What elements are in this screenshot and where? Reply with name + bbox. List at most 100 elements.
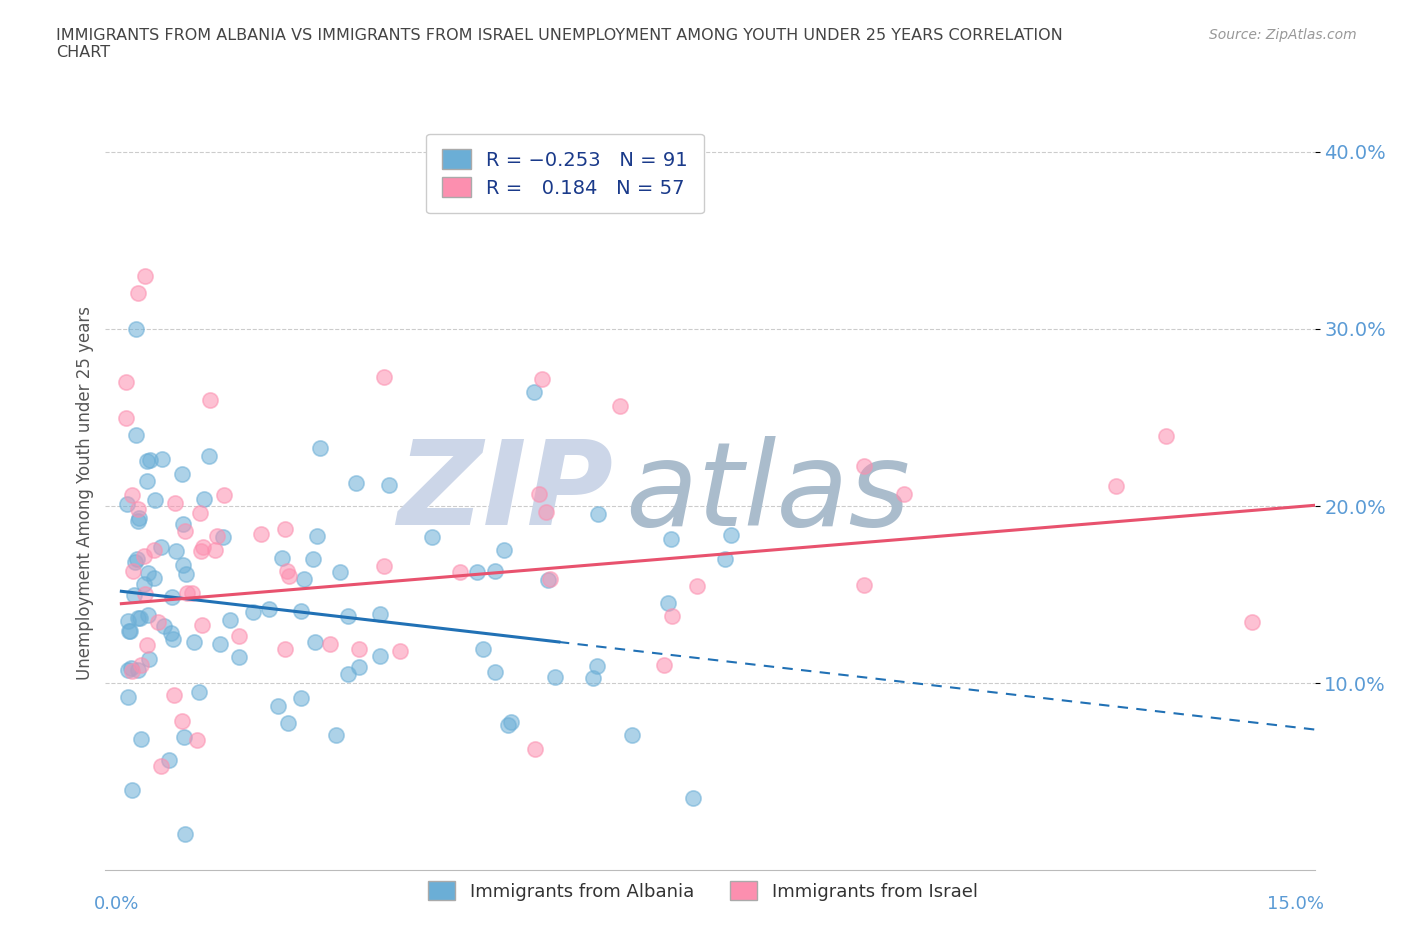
Point — [527, 486, 550, 501]
Point — [373, 558, 395, 573]
Point — [893, 487, 915, 502]
Point — [228, 629, 250, 644]
Point — [377, 478, 399, 493]
Point — [538, 571, 561, 586]
Point — [183, 634, 205, 649]
Text: IMMIGRANTS FROM ALBANIA VS IMMIGRANTS FROM ISRAEL UNEMPLOYMENT AMONG YOUTH UNDER: IMMIGRANTS FROM ALBANIA VS IMMIGRANTS FR… — [56, 28, 1063, 60]
Point — [127, 663, 149, 678]
Point — [172, 516, 194, 531]
Point — [117, 613, 139, 628]
Point — [274, 642, 297, 657]
Point — [544, 670, 567, 684]
Point — [173, 827, 195, 842]
Point — [139, 452, 162, 467]
Point — [585, 659, 607, 674]
Point — [129, 658, 152, 673]
Point — [652, 658, 675, 672]
Text: 15.0%: 15.0% — [1267, 895, 1324, 913]
Point — [1105, 478, 1128, 493]
Point — [198, 392, 221, 407]
Point — [150, 759, 173, 774]
Point — [153, 619, 176, 634]
Point — [484, 665, 506, 680]
Point — [304, 634, 326, 649]
Point — [157, 752, 180, 767]
Point — [501, 715, 523, 730]
Point — [138, 651, 160, 666]
Point — [496, 718, 519, 733]
Point — [465, 565, 488, 579]
Point — [609, 399, 631, 414]
Point — [209, 636, 232, 651]
Point — [127, 611, 149, 626]
Point — [176, 585, 198, 600]
Legend: Immigrants from Albania, Immigrants from Israel: Immigrants from Albania, Immigrants from… — [419, 872, 987, 910]
Point — [181, 585, 204, 600]
Point — [160, 590, 183, 604]
Point — [301, 551, 323, 566]
Point — [853, 458, 876, 473]
Point — [136, 453, 159, 468]
Point — [659, 531, 682, 546]
Point — [661, 609, 683, 624]
Point — [128, 511, 150, 525]
Legend: R = −0.253   N = 91, R =  0.184   N = 57: R = −0.253 N = 91, R = 0.184 N = 57 — [426, 134, 703, 214]
Point — [852, 578, 875, 592]
Y-axis label: Unemployment Among Youth under 25 years: Unemployment Among Youth under 25 years — [76, 306, 94, 680]
Point — [127, 552, 149, 567]
Text: 0.0%: 0.0% — [94, 895, 139, 913]
Point — [344, 475, 367, 490]
Point — [337, 608, 360, 623]
Point — [198, 448, 221, 463]
Point — [212, 487, 235, 502]
Point — [174, 524, 197, 538]
Point — [143, 493, 166, 508]
Point — [124, 554, 146, 569]
Point — [160, 626, 183, 641]
Point — [132, 549, 155, 564]
Point — [138, 566, 160, 581]
Point — [420, 530, 443, 545]
Point — [534, 505, 557, 520]
Point — [319, 637, 342, 652]
Point — [121, 487, 143, 502]
Point — [336, 666, 359, 681]
Point — [143, 570, 166, 585]
Point — [163, 687, 186, 702]
Point — [267, 698, 290, 713]
Point — [122, 587, 145, 602]
Point — [172, 467, 194, 482]
Point — [368, 606, 391, 621]
Point — [523, 384, 546, 399]
Point — [620, 727, 643, 742]
Point — [134, 577, 156, 591]
Point — [173, 729, 195, 744]
Point — [150, 452, 173, 467]
Point — [682, 790, 704, 805]
Point — [146, 614, 169, 629]
Point — [127, 513, 149, 528]
Text: Source: ZipAtlas.com: Source: ZipAtlas.com — [1209, 28, 1357, 42]
Point — [134, 587, 156, 602]
Point — [114, 410, 136, 425]
Point — [305, 529, 328, 544]
Point — [129, 732, 152, 747]
Point — [586, 506, 609, 521]
Point — [472, 642, 495, 657]
Point — [347, 659, 370, 674]
Point — [292, 572, 315, 587]
Point — [187, 684, 209, 699]
Point — [122, 564, 145, 578]
Point — [136, 637, 159, 652]
Point — [492, 543, 515, 558]
Point — [347, 642, 370, 657]
Point — [449, 565, 471, 579]
Point — [290, 604, 312, 618]
Point — [127, 286, 149, 301]
Point — [190, 544, 212, 559]
Point — [174, 566, 197, 581]
Point — [686, 578, 709, 593]
Point — [524, 741, 547, 756]
Point — [125, 322, 148, 337]
Point — [228, 649, 250, 664]
